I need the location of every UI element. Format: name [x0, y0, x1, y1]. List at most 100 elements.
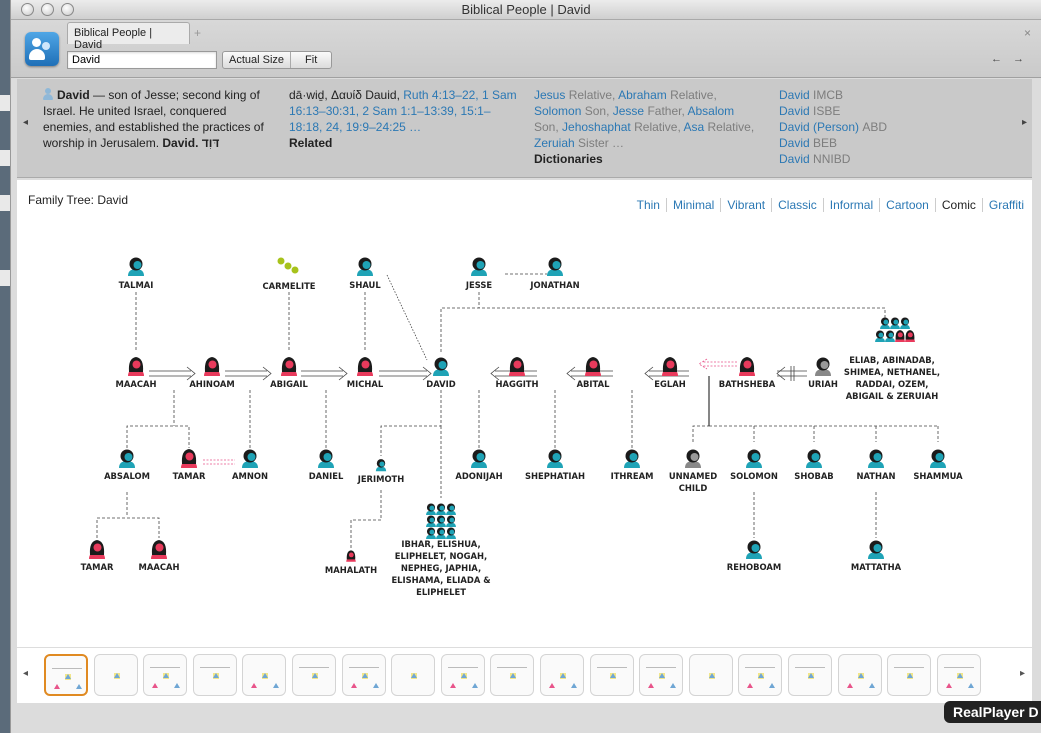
person-tamar-2[interactable]: TAMAR: [81, 540, 114, 572]
tree-thumbnail[interactable]: [936, 654, 981, 696]
person-name: ELIAB, ABINADAB,: [849, 355, 935, 365]
back-arrow-icon[interactable]: ←: [991, 53, 1002, 65]
dictionary-link[interactable]: David: [779, 88, 810, 102]
person-eglah[interactable]: EGLAH: [654, 357, 686, 389]
person-shammua[interactable]: SHAMMUA: [913, 449, 963, 482]
tree-thumbnail[interactable]: [639, 654, 684, 696]
ref-link[interactable]: 2 Sam 1:1–13:39,: [362, 104, 458, 118]
relation-link[interactable]: Jesus: [534, 88, 566, 102]
person-abital[interactable]: ABITAL: [577, 357, 611, 389]
tree-thumbnail[interactable]: [242, 654, 287, 696]
relation-link[interactable]: Jehoshaphat: [562, 120, 631, 134]
person-rehoboam[interactable]: REHOBOAM: [727, 540, 781, 573]
tab-biblical-people[interactable]: Biblical People | David: [67, 22, 190, 51]
tree-thumbnail[interactable]: [93, 654, 138, 696]
relation-link[interactable]: Asa: [683, 120, 705, 134]
tree-thumbnail[interactable]: [292, 654, 336, 696]
ref-link[interactable]: 24,: [325, 120, 343, 134]
person-jerimoth[interactable]: JERIMOTH: [357, 459, 405, 484]
person-name: ELIPHELET, NOGAH,: [395, 551, 487, 561]
person-michal[interactable]: MICHAL: [347, 357, 384, 389]
relation-link[interactable]: Solomon: [534, 104, 582, 118]
tree-thumbnail[interactable]: [391, 654, 436, 696]
add-tab-button[interactable]: +: [194, 26, 202, 40]
person-abigail[interactable]: ABIGAIL: [270, 357, 309, 389]
relation-link[interactable]: Jesse: [612, 104, 645, 118]
person-tamar[interactable]: TAMAR: [173, 449, 206, 481]
relation-link[interactable]: Absalom: [687, 104, 735, 118]
style-comic[interactable]: Comic: [936, 198, 983, 212]
person-mattatha[interactable]: MATTATHA: [851, 540, 902, 573]
fit-button[interactable]: Fit: [305, 54, 318, 66]
tree-thumbnail[interactable]: [788, 654, 832, 696]
tree-thumbnail[interactable]: [143, 654, 188, 696]
person-adonijah[interactable]: ADONIJAH: [455, 449, 503, 482]
person-solomon[interactable]: SOLOMON: [730, 449, 778, 482]
person-unnamed-child[interactable]: UNNAMED CHILD: [669, 449, 717, 494]
person-david[interactable]: DAVID: [426, 357, 456, 390]
dictionary-link[interactable]: David: [779, 104, 810, 118]
tree-thumbnail[interactable]: [440, 654, 485, 696]
actual-size-button[interactable]: Actual Size: [223, 52, 292, 68]
person-jonathan[interactable]: JONATHAN: [529, 257, 580, 291]
style-graffiti[interactable]: Graffiti: [988, 198, 1024, 212]
minimize-window-button[interactable]: [41, 3, 54, 16]
person-talmai[interactable]: TALMAI: [119, 257, 154, 291]
ref-link[interactable]: 15:1–18:18,: [289, 104, 491, 134]
thumbs-right-arrow-icon[interactable]: ▸: [1020, 668, 1026, 679]
tree-thumbnail[interactable]: [837, 654, 882, 696]
tree-thumbnail[interactable]: [589, 654, 634, 696]
person-shobab[interactable]: SHOBAB: [794, 449, 834, 482]
tree-thumbnail[interactable]: [738, 654, 783, 696]
ref-link[interactable]: 19:9–24:25 …: [345, 120, 422, 134]
app-window: Biblical People | David Biblical People …: [10, 0, 1041, 733]
person-daniel[interactable]: DANIEL: [309, 449, 344, 482]
person-ithream[interactable]: ITHREAM: [611, 449, 654, 482]
person-amnon[interactable]: AMNON: [232, 449, 268, 482]
person-haggith[interactable]: HAGGITH: [495, 357, 539, 389]
relation-link[interactable]: Zeruiah: [534, 136, 575, 150]
tree-thumbnail[interactable]: [341, 654, 386, 696]
forward-arrow-icon[interactable]: →: [1013, 53, 1024, 65]
person-nathan[interactable]: NATHAN: [856, 449, 896, 482]
style-classic[interactable]: Classic: [772, 198, 824, 212]
person-siblings-group[interactable]: ELIAB, ABINADAB, SHIMEA, NETHANEL, RADDA…: [844, 317, 940, 401]
tree-thumbnail[interactable]: [688, 654, 733, 696]
realplayer-badge[interactable]: RealPlayer D: [944, 701, 1041, 723]
relation-link[interactable]: Abraham: [618, 88, 667, 102]
person-maacah-2[interactable]: MAACAH: [139, 540, 180, 572]
style-thin[interactable]: Thin: [631, 198, 667, 212]
person-maacah[interactable]: MAACAH: [116, 357, 157, 389]
tree-thumbnail[interactable]: [540, 654, 584, 696]
person-ibhar-group[interactable]: IBHAR, ELISHUA, ELIPHELET, NOGAH, NEPHEG…: [391, 503, 491, 597]
person-absalom[interactable]: ABSALOM: [104, 449, 150, 482]
tree-thumbnail[interactable]: [192, 654, 237, 696]
style-minimal[interactable]: Minimal: [667, 198, 722, 212]
close-tab-button[interactable]: ×: [1023, 26, 1031, 40]
dictionary-link[interactable]: David (Person): [779, 120, 860, 134]
person-shaul[interactable]: SHAUL: [349, 257, 381, 291]
zoom-window-button[interactable]: [61, 3, 74, 16]
person-jesse[interactable]: JESSE: [465, 257, 493, 291]
search-input[interactable]: [67, 51, 217, 69]
tree-thumbnail[interactable]: [44, 654, 88, 696]
style-vibrant[interactable]: Vibrant: [721, 198, 773, 212]
person-uriah[interactable]: URIAH: [808, 357, 838, 390]
strip-right-arrow-icon[interactable]: ▸: [1022, 117, 1028, 128]
close-window-button[interactable]: [21, 3, 34, 16]
tree-thumbnail[interactable]: [490, 654, 535, 696]
ref-link[interactable]: 1 Sam 16:13–30:31,: [289, 88, 517, 118]
style-cartoon[interactable]: Cartoon: [880, 198, 936, 212]
tree-thumbnail[interactable]: [887, 654, 932, 696]
dictionary-link[interactable]: David: [779, 136, 810, 150]
person-mahalath[interactable]: MAHALATH: [325, 550, 377, 575]
strip-left-arrow-icon[interactable]: ◂: [23, 117, 29, 128]
person-carmelite[interactable]: CARMELITE: [262, 257, 316, 292]
person-ahinoam[interactable]: AHINOAM: [189, 357, 235, 389]
ref-link[interactable]: Ruth 4:13–22,: [403, 88, 479, 102]
thumbs-left-arrow-icon[interactable]: ◂: [23, 668, 29, 679]
style-informal[interactable]: Informal: [824, 198, 881, 212]
person-shephatiah[interactable]: SHEPHATIAH: [525, 449, 585, 482]
person-bathsheba[interactable]: BATHSHEBA: [719, 357, 776, 389]
dictionary-link[interactable]: David: [779, 152, 810, 166]
